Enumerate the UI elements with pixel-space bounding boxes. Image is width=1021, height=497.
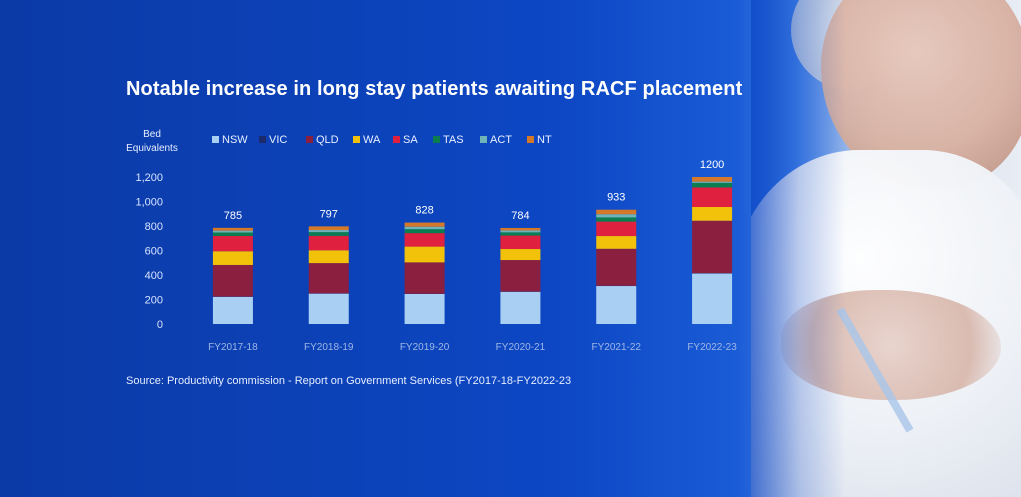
legend-swatch-act — [480, 136, 487, 143]
legend-label-tas: TAS — [443, 134, 464, 146]
bar-segment-act — [692, 181, 733, 183]
bar-segment-nt — [404, 222, 445, 227]
chart-title: Notable increase in long stay patients a… — [126, 78, 743, 100]
bar-segment-nsw — [596, 286, 637, 324]
bar-segment-sa — [692, 187, 733, 208]
bar-segment-nt — [596, 209, 637, 215]
bar-segment-nt — [692, 177, 733, 182]
bar-segment-act — [404, 226, 445, 230]
y-tick-label: 200 — [145, 295, 163, 307]
bar-segment-sa — [308, 235, 349, 251]
bar-segment-qld — [212, 264, 253, 297]
legend-swatch-tas — [433, 136, 440, 143]
bar-total-label: 785 — [224, 210, 242, 222]
bar-segment-qld — [308, 263, 349, 294]
legend-swatch-vic — [259, 136, 266, 143]
legend-swatch-wa — [353, 136, 360, 143]
bar-segment-tas — [212, 232, 253, 236]
y-axis-title-line-1: Bed — [143, 129, 161, 140]
legend-label-qld: QLD — [316, 134, 339, 146]
bar-segment-wa — [500, 249, 541, 261]
legend-swatch-nt — [527, 136, 534, 143]
y-tick-label: 800 — [145, 221, 163, 233]
legend-label-nt: NT — [537, 134, 552, 146]
bar-segment-qld — [404, 262, 445, 294]
bar-total-label: 933 — [607, 192, 625, 204]
x-category-label: FY2020-21 — [496, 342, 546, 353]
bar-segment-nsw — [404, 293, 445, 324]
x-category-label: FY2019-20 — [400, 342, 450, 353]
bar-segment-act — [596, 214, 637, 218]
bar-segment-nt — [212, 227, 253, 231]
bar-segment-sa — [596, 221, 637, 237]
bar-segment-sa — [212, 235, 253, 252]
bar-total-label: 784 — [511, 210, 529, 222]
bar-total-label: 828 — [415, 205, 433, 217]
bar-segment-wa — [404, 246, 445, 263]
legend-label-vic: VIC — [269, 134, 287, 146]
bar-segment-tas — [404, 229, 445, 234]
y-tick-label: 600 — [145, 246, 163, 258]
x-category-label: FY2021-22 — [592, 342, 642, 353]
legend-swatch-sa — [393, 136, 400, 143]
bar-segment-nsw — [212, 296, 253, 324]
legend-swatch-nsw — [212, 136, 219, 143]
x-category-label: FY2018-19 — [304, 342, 354, 353]
y-tick-label: 1,000 — [135, 197, 163, 209]
y-tick-label: 1,200 — [135, 172, 163, 184]
bar-segment-act — [308, 230, 349, 233]
bar-segment-wa — [692, 207, 733, 221]
y-axis-title-line-2: Equivalents — [126, 143, 178, 154]
bar-segment-sa — [404, 233, 445, 247]
bar-segment-nt — [308, 226, 349, 231]
photo-fade-overlay — [751, 0, 1021, 497]
bar-total-label: 1200 — [700, 159, 724, 171]
x-category-label: FY2017-18 — [208, 342, 258, 353]
bar-segment-nsw — [500, 291, 541, 324]
bar-total-label: 797 — [320, 208, 338, 220]
bar-segment-tas — [308, 232, 349, 236]
legend-swatch-qld — [306, 136, 313, 143]
bar-segment-tas — [500, 232, 541, 236]
legend-label-wa: WA — [363, 134, 381, 146]
y-tick-label: 400 — [145, 270, 163, 282]
bar-segment-wa — [308, 250, 349, 264]
bar-segment-wa — [596, 236, 637, 249]
bar-segment-act — [500, 230, 541, 233]
bar-segment-wa — [212, 251, 253, 265]
bar-segment-act — [212, 230, 253, 233]
bar-segment-nsw — [692, 273, 733, 324]
legend-label-sa: SA — [403, 134, 418, 146]
x-category-label: FY2022-23 — [687, 342, 737, 353]
legend-label-nsw: NSW — [222, 134, 248, 146]
patient-photo — [751, 0, 1021, 497]
bar-segment-qld — [692, 220, 733, 274]
legend-label-act: ACT — [490, 134, 512, 146]
bar-segment-nsw — [308, 293, 349, 324]
bar-segment-qld — [500, 260, 541, 292]
bar-segment-qld — [596, 248, 637, 286]
y-tick-label: 0 — [157, 319, 163, 331]
bar-segment-nt — [500, 227, 541, 231]
bar-segment-sa — [500, 235, 541, 250]
bar-segment-tas — [596, 217, 637, 222]
chart-source-note: Source: Productivity commission - Report… — [126, 375, 572, 387]
bar-segment-tas — [692, 182, 733, 188]
